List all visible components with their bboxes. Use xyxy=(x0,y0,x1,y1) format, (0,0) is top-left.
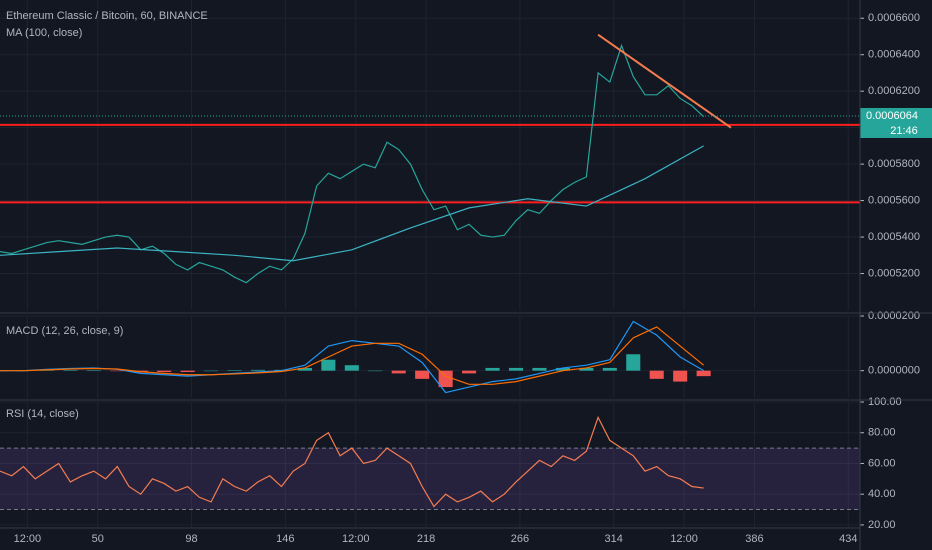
trendline xyxy=(597,33,732,129)
legend-entry: MA (100, close) xyxy=(6,27,82,39)
histogram-bar xyxy=(391,370,406,374)
histogram-bar xyxy=(696,370,711,377)
price-label-box xyxy=(860,107,932,138)
histogram-bar xyxy=(508,367,524,371)
x-tick-label: 12:00 xyxy=(670,533,698,545)
histogram-bar xyxy=(227,370,242,371)
x-tick-label: 218 xyxy=(417,533,435,545)
x-tick-label: 98 xyxy=(185,533,197,545)
histogram-bar xyxy=(344,365,359,371)
histogram-bar xyxy=(626,354,641,371)
histogram-bar xyxy=(110,370,125,372)
y-tick-label: 0.0006600 xyxy=(868,12,920,24)
x-tick-label: 50 xyxy=(92,533,104,545)
histogram-bar xyxy=(673,370,688,382)
histogram-bar xyxy=(250,369,266,371)
histogram-bar xyxy=(649,370,664,379)
histogram-bar xyxy=(86,370,101,371)
series-line xyxy=(0,415,704,508)
histogram-bar xyxy=(157,370,172,373)
histogram-bar xyxy=(297,367,312,371)
histogram-bar xyxy=(321,359,336,371)
series-line xyxy=(0,326,705,385)
chart-title: Ethereum Classic / Bitcoin, 60, BINANCE xyxy=(6,10,208,22)
y-tick-label: 20.00 xyxy=(868,519,896,531)
panel-title: MACD (12, 26, close, 9) xyxy=(6,325,123,337)
y-tick-label: 0.0000200 xyxy=(868,310,920,322)
series-line xyxy=(0,145,704,262)
x-tick-label: 266 xyxy=(511,533,529,545)
histogram-bar xyxy=(602,367,617,371)
histogram-bar xyxy=(180,370,195,373)
panel-title: RSI (14, close) xyxy=(6,408,79,420)
y-tick-label: 80.00 xyxy=(868,427,896,439)
histogram-bar xyxy=(438,370,453,388)
y-tick-label: 0.0005200 xyxy=(868,267,920,279)
y-tick-label: 100.00 xyxy=(868,396,902,408)
histogram-bar xyxy=(462,370,477,374)
histogram-bar xyxy=(415,370,430,379)
y-tick-label: 0.0006400 xyxy=(868,49,920,61)
countdown-label: 21:46 xyxy=(890,125,918,137)
x-tick-label: 12:00 xyxy=(342,533,370,545)
y-tick-label: 60.00 xyxy=(868,457,896,469)
x-tick-label: 12:00 xyxy=(14,533,42,545)
histogram-bar xyxy=(485,367,500,371)
histogram-bar xyxy=(555,367,570,371)
histogram-bar xyxy=(368,370,383,372)
histogram-bar xyxy=(579,367,594,371)
histogram-bar xyxy=(532,367,547,371)
histogram-bar xyxy=(63,370,78,371)
y-tick-label: 0.0000000 xyxy=(868,365,920,377)
y-tick-label: 40.00 xyxy=(868,488,896,500)
y-tick-label: 0.0005400 xyxy=(868,231,920,243)
x-tick-label: 386 xyxy=(745,533,763,545)
price-label: 0.0006064 xyxy=(866,110,918,122)
x-tick-label: 434 xyxy=(839,533,857,545)
y-tick-label: 0.0006200 xyxy=(868,85,920,97)
y-tick-label: 0.0005600 xyxy=(868,194,920,206)
histogram-bar xyxy=(204,370,219,372)
series-line xyxy=(0,43,705,284)
y-tick-label: 0.0005800 xyxy=(868,158,920,170)
x-tick-label: 314 xyxy=(605,533,623,545)
x-tick-label: 146 xyxy=(276,533,294,545)
